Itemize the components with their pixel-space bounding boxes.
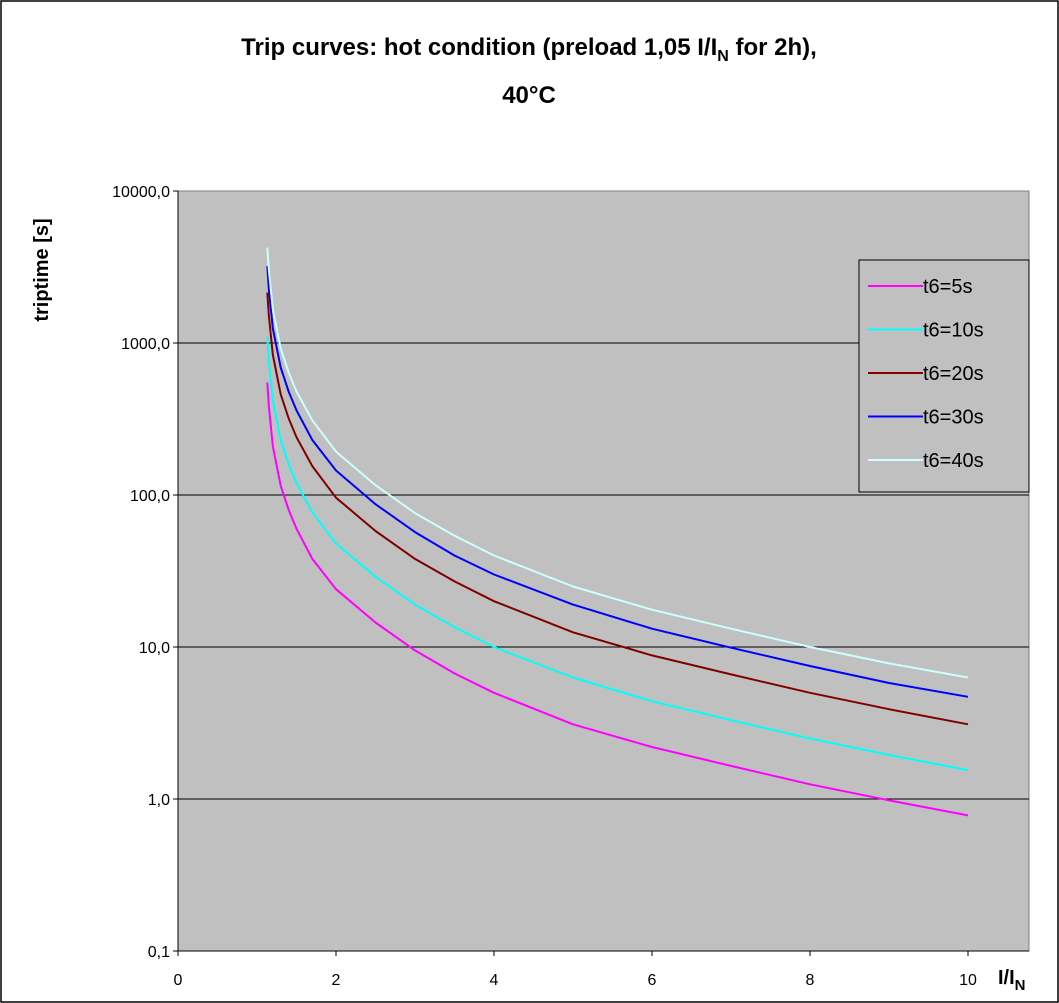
axes xyxy=(173,190,1029,956)
y-tick-labels: 0,1 1,0 10,0 100,0 1000,0 10000,0 xyxy=(112,184,170,961)
series-lines xyxy=(266,247,969,817)
legend-label: t6=20s xyxy=(923,363,984,385)
series-line-t6-5s xyxy=(266,382,969,817)
y-tick-label: 1000,0 xyxy=(121,336,170,353)
x-tick-label: 8 xyxy=(806,972,815,989)
x-tick-label: 4 xyxy=(490,972,499,989)
legend-label: t6=40s xyxy=(923,450,984,472)
y-tick-label: 1,0 xyxy=(148,792,170,809)
series-line-t6-10s xyxy=(266,336,969,772)
chart-title-subscript: N xyxy=(717,48,729,65)
legend-label: t6=30s xyxy=(923,407,984,429)
y-tick-label: 10000,0 xyxy=(112,184,170,201)
legend-label: t6=5s xyxy=(923,276,972,298)
series-line-t6-30s xyxy=(266,266,969,698)
y-tick-label: 0,1 xyxy=(148,944,170,961)
y-tick-label: 10,0 xyxy=(139,640,170,657)
x-tick-label: 10 xyxy=(959,972,977,989)
x-axis-label: I/IN xyxy=(998,967,1026,994)
chart-title-line2: 40°C xyxy=(502,82,556,109)
x-tick-labels: 0 2 4 6 8 10 xyxy=(174,972,977,989)
chart-title-line1: Trip curves: hot condition (preload 1,05… xyxy=(241,34,817,65)
series-line-t6-20s xyxy=(266,292,969,726)
x-tick-label: 0 xyxy=(174,972,183,989)
series-line-t6-40s xyxy=(266,247,969,679)
x-axis-label-subscript: N xyxy=(1015,977,1026,994)
legend-label: t6=10s xyxy=(923,320,984,342)
chart-title-main: Trip curves: hot condition (preload 1,05… xyxy=(241,34,717,61)
y-tick-label: 100,0 xyxy=(130,488,170,505)
legend: t6=5s t6=10s t6=20s t6=30s t6=40s xyxy=(858,259,1030,493)
x-tick-label: 6 xyxy=(648,972,657,989)
x-axis-label-main: I/I xyxy=(998,967,1015,989)
x-tick-label: 2 xyxy=(332,972,341,989)
legend-box xyxy=(858,259,1030,493)
y-axis-label: triptime [s] xyxy=(31,218,53,321)
chart-title-tail: for 2h), xyxy=(729,34,817,61)
